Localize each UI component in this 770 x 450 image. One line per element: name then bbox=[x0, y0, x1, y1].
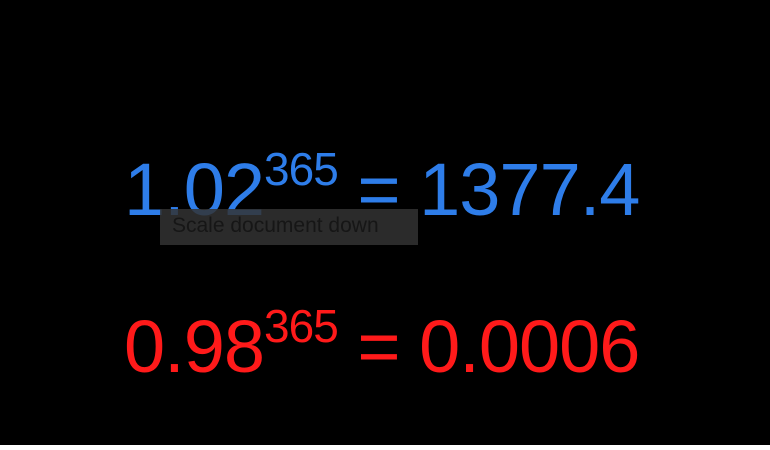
bottom-edge bbox=[0, 445, 770, 450]
decline-equals-sign: = bbox=[357, 305, 400, 388]
decline-exponent: 365 bbox=[264, 300, 339, 352]
growth-exponent: 365 bbox=[264, 143, 339, 195]
growth-result: 1377.4 bbox=[419, 148, 640, 231]
decline-result: 0.0006 bbox=[419, 305, 640, 388]
growth-equation: 1.02365 = 1377.4 bbox=[124, 146, 640, 227]
tooltip-text: Scale document down bbox=[172, 214, 379, 237]
decline-base: 0.98 bbox=[124, 305, 265, 388]
scale-down-tooltip: Scale document down bbox=[160, 209, 418, 245]
decline-equation: 0.98365 = 0.0006 bbox=[124, 303, 640, 384]
